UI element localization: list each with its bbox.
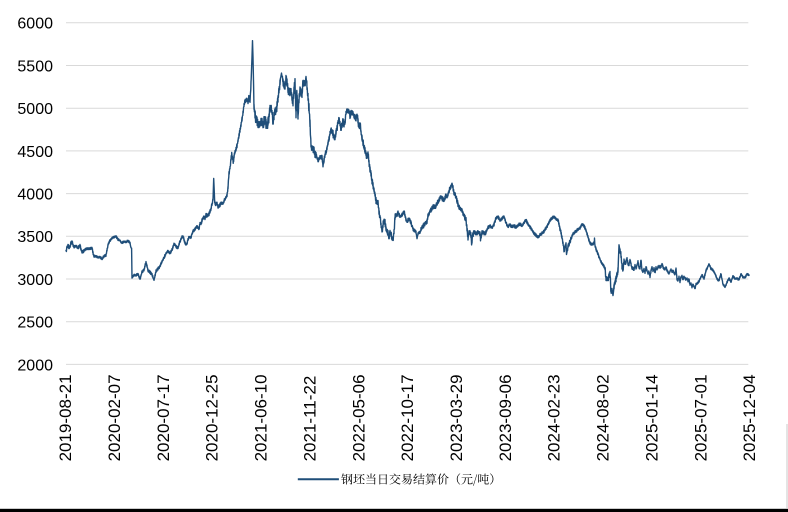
- svg-text:2025-12-04: 2025-12-04: [740, 374, 759, 461]
- svg-text:2025-01-14: 2025-01-14: [643, 374, 662, 461]
- svg-text:2022-05-06: 2022-05-06: [349, 374, 368, 461]
- svg-text:2024-08-02: 2024-08-02: [594, 374, 613, 461]
- svg-text:2023-03-29: 2023-03-29: [447, 374, 466, 461]
- svg-text:2020-12-25: 2020-12-25: [203, 374, 222, 461]
- svg-text:2023-09-06: 2023-09-06: [496, 374, 515, 461]
- svg-text:5500: 5500: [17, 58, 53, 75]
- svg-text:2022-10-17: 2022-10-17: [398, 374, 417, 461]
- svg-text:4500: 4500: [17, 144, 53, 161]
- svg-text:2020-07-17: 2020-07-17: [154, 374, 173, 461]
- svg-text:2021-06-10: 2021-06-10: [252, 374, 271, 461]
- svg-text:3500: 3500: [17, 229, 53, 246]
- svg-text:2500: 2500: [17, 315, 53, 332]
- svg-text:6000: 6000: [17, 16, 53, 33]
- svg-text:4000: 4000: [17, 187, 53, 204]
- svg-text:2021-11-22: 2021-11-22: [300, 376, 319, 462]
- svg-text:2019-08-21: 2019-08-21: [56, 374, 75, 461]
- svg-text:2025-07-01: 2025-07-01: [691, 374, 710, 461]
- svg-text:2000: 2000: [17, 357, 53, 374]
- svg-text:2020-02-07: 2020-02-07: [105, 374, 124, 461]
- svg-text:5000: 5000: [17, 101, 53, 118]
- svg-text:2024-02-23: 2024-02-23: [545, 374, 564, 461]
- svg-text:3000: 3000: [17, 272, 53, 289]
